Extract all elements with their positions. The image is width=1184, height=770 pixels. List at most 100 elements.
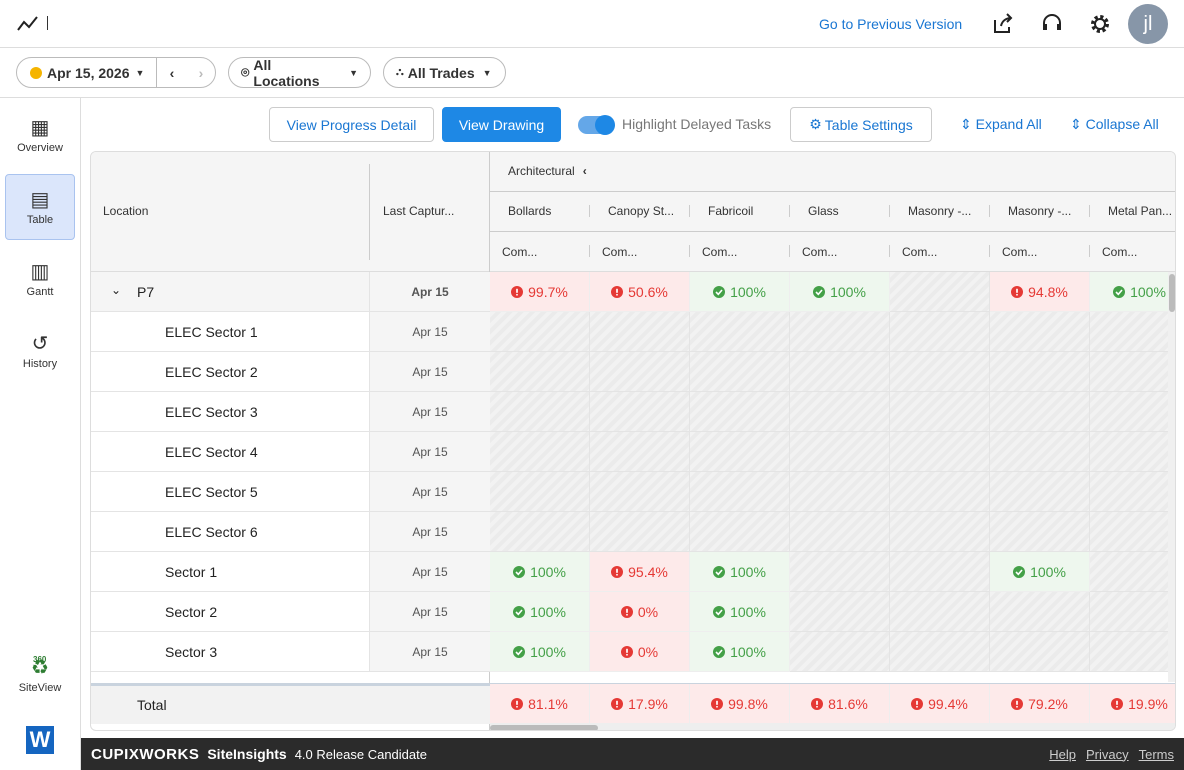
expand-toggle[interactable]: ⌄	[111, 283, 122, 297]
empty-cell	[790, 352, 890, 392]
progress-value: 99.4%	[928, 695, 968, 712]
progress-detail-button[interactable]: View Progress Detail	[269, 107, 434, 142]
empty-cell	[1090, 432, 1175, 472]
column-divider	[589, 205, 590, 217]
date-select[interactable]: Apr 15, 2026 ▼	[17, 58, 157, 87]
prev-date[interactable]: ‹	[169, 64, 175, 81]
progress-cell[interactable]: 81.6%	[790, 684, 890, 724]
empty-cell	[990, 592, 1090, 632]
progress-cell[interactable]: 100%	[1090, 272, 1175, 312]
empty-cell	[890, 392, 990, 432]
progress-cell[interactable]: 100%	[990, 552, 1090, 592]
drawing-button[interactable]: View Drawing	[442, 107, 561, 142]
empty-cell	[890, 432, 990, 472]
progress-cell[interactable]: 100%	[690, 632, 790, 672]
table-settings-button[interactable]: ⚙ Table Settings	[790, 107, 932, 142]
progress-value: 99.7%	[528, 283, 568, 300]
column-divider	[989, 205, 990, 217]
progress-cell[interactable]: 95.4%	[590, 552, 690, 592]
column-divider	[589, 245, 590, 257]
complete-icon	[1013, 565, 1026, 578]
empty-cell	[1090, 472, 1175, 512]
empty-cell	[990, 352, 1090, 392]
sidebar-item[interactable]: ▤ Table	[5, 174, 75, 240]
empty-cell	[990, 432, 1090, 472]
progress-cell[interactable]: 100%	[790, 272, 890, 312]
next-date[interactable]: ›	[198, 64, 204, 81]
location-label: Sector 2	[165, 603, 218, 620]
group-collapse[interactable]: ‹	[582, 164, 587, 178]
progress-cell[interactable]: 99.8%	[690, 684, 790, 724]
empty-cell	[890, 312, 990, 352]
date-picker: Apr 15, 2026 ▼ ‹ ›	[16, 57, 216, 88]
share-icon[interactable]	[991, 12, 1015, 36]
location-cell: ELEC Sector 4	[91, 432, 370, 472]
empty-cell	[890, 592, 990, 632]
support-icon[interactable]	[1040, 12, 1064, 36]
location-label: ELEC Sector 4	[165, 443, 258, 460]
progress-cell[interactable]: 100%	[490, 632, 590, 672]
column-divider	[789, 245, 790, 257]
highlight-toggle[interactable]	[578, 115, 615, 135]
footer-link[interactable]: Terms	[1138, 746, 1174, 762]
progress-cell[interactable]: 100%	[690, 272, 790, 312]
sidebar-item[interactable]: ↺ History	[5, 318, 75, 384]
progress-cell[interactable]: 100%	[490, 592, 590, 632]
sidebar-item[interactable]: ▥ Gantt	[5, 246, 75, 312]
location-label: ELEC Sector 5	[165, 483, 258, 500]
column-divider	[1089, 205, 1090, 217]
expand-all[interactable]: ⇕ Expand All	[960, 116, 1042, 133]
empty-cell	[590, 312, 690, 352]
settings-icon[interactable]	[1088, 12, 1112, 36]
progress-cell[interactable]: 79.2%	[990, 684, 1090, 724]
empty-cell	[690, 512, 790, 552]
sidebar-icon: ♻ 360	[31, 655, 49, 679]
empty-cell	[1090, 592, 1175, 632]
location-label: Sector 3	[165, 643, 218, 660]
table-body: ⌄ P7 Apr 15 99.7% 50.6% 100% 100% 94.8% 100% ELEC…	[91, 272, 1175, 682]
previous-version-link[interactable]: Go to Previous Version	[819, 16, 963, 32]
progress-value: 99.8%	[728, 695, 768, 712]
h-scrollbar	[490, 724, 1175, 730]
delayed-icon	[811, 697, 824, 710]
avatar[interactable]: jl	[1128, 4, 1168, 44]
sidebar-icon: ▥	[30, 260, 50, 283]
progress-cell[interactable]: 81.1%	[490, 684, 590, 724]
sidebar-label: History	[22, 357, 58, 370]
sidebar-item[interactable]: ▦ Overview	[5, 102, 75, 168]
h-scroll-thumb[interactable]	[490, 725, 598, 730]
progress-cell[interactable]: 17.9%	[590, 684, 690, 724]
collapse-label: Collapse All	[1085, 116, 1159, 132]
delayed-icon	[511, 697, 524, 710]
footer-link[interactable]: Help	[1049, 746, 1076, 762]
empty-cell	[490, 432, 590, 472]
progress-cell[interactable]: 94.8%	[990, 272, 1090, 312]
progress-cell[interactable]: 99.4%	[890, 684, 990, 724]
progress-cell[interactable]: 50.6%	[590, 272, 690, 312]
capture-cell: Apr 15	[370, 512, 490, 552]
capture-cell: Apr 15	[370, 312, 490, 352]
progress-value: 79.2%	[1028, 695, 1068, 712]
locations-select[interactable]: ⌾ All Locations ▼	[228, 57, 371, 89]
total-label: Total	[137, 697, 167, 713]
expand-label: Expand All	[975, 116, 1042, 132]
collapse-all[interactable]: ⇕ Collapse All	[1070, 116, 1159, 133]
empty-cell	[1090, 552, 1175, 592]
progress-cell[interactable]: 19.9%	[1090, 684, 1175, 724]
progress-cell[interactable]: 0%	[590, 592, 690, 632]
group-header[interactable]: Architectural ‹	[508, 164, 587, 178]
sidebar-label: Table	[26, 213, 54, 226]
progress-cell[interactable]: 100%	[690, 552, 790, 592]
capture-cell: Apr 15	[370, 272, 490, 312]
progress-cell[interactable]: 0%	[590, 632, 690, 672]
sidebar-item[interactable]: ♻ 360 SiteView	[5, 642, 75, 708]
toggle-knob	[595, 115, 615, 135]
trades-select[interactable]: ⛬ All Trades ▼	[383, 57, 506, 88]
v-scroll-thumb[interactable]	[1169, 274, 1175, 312]
progress-cell[interactable]: 99.7%	[490, 272, 590, 312]
delayed-icon	[620, 605, 633, 618]
column-header: Canopy St...	[608, 204, 675, 218]
progress-cell[interactable]: 100%	[490, 552, 590, 592]
footer-link[interactable]: Privacy	[1085, 746, 1129, 762]
progress-cell[interactable]: 100%	[690, 592, 790, 632]
